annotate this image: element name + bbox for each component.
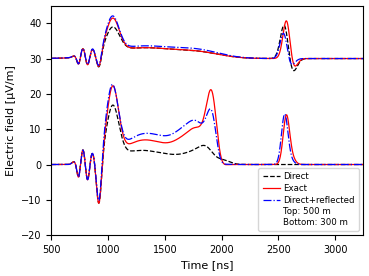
Direct <box>111 104 115 107</box>
Direct <box>167 152 171 156</box>
Exact <box>97 201 101 205</box>
Direct+reflected <box>110 83 115 86</box>
Direct+reflected <box>96 199 101 202</box>
Exact <box>123 140 128 143</box>
Direct+reflected <box>189 119 193 122</box>
Exact <box>359 163 363 166</box>
Direct+reflected <box>167 134 171 137</box>
Direct+reflected <box>122 133 126 136</box>
Exact <box>167 141 171 144</box>
Direct+reflected <box>125 137 130 141</box>
Direct <box>359 163 363 166</box>
Line: Direct+reflected: Direct+reflected <box>51 84 363 201</box>
Direct+reflected <box>49 163 54 166</box>
Legend: Direct, Exact, Direct+reflected, Top: 500 m
Bottom: 300 m: Direct, Exact, Direct+reflected, Top: 50… <box>258 168 359 231</box>
Exact <box>189 128 193 131</box>
Direct <box>49 163 54 166</box>
Line: Exact: Exact <box>51 86 363 203</box>
Direct+reflected <box>359 163 363 166</box>
Direct <box>125 148 130 151</box>
Line: Direct: Direct <box>51 105 363 203</box>
Direct+reflected <box>123 136 128 139</box>
Exact <box>111 84 115 87</box>
Direct <box>189 149 193 152</box>
X-axis label: Time [ns]: Time [ns] <box>181 261 234 270</box>
Direct+reflected <box>361 163 366 166</box>
Exact <box>361 163 366 166</box>
Direct <box>122 142 126 145</box>
Direct <box>361 163 366 166</box>
Exact <box>49 163 54 166</box>
Direct <box>123 145 128 149</box>
Direct <box>97 201 101 205</box>
Exact <box>125 141 130 145</box>
Y-axis label: Electric field [μV/m]: Electric field [μV/m] <box>6 65 15 176</box>
Exact <box>122 136 126 139</box>
